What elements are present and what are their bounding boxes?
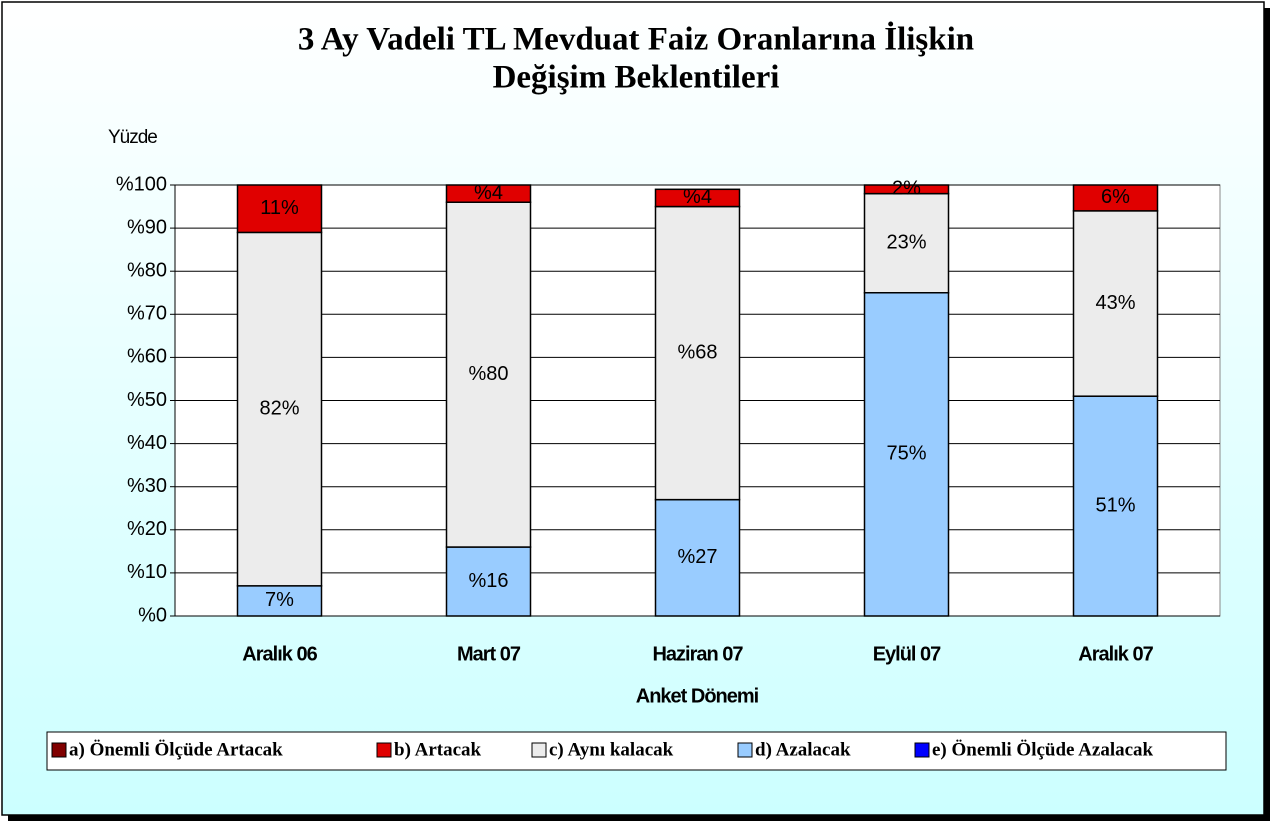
- data-label: 82%: [259, 397, 299, 419]
- bar-segment: [863, 192, 950, 294]
- legend-label: a) Önemli Ölçüde Artacak: [69, 739, 283, 760]
- y-tick-label: %30: [127, 475, 167, 497]
- y-tick-label: %60: [127, 346, 167, 368]
- chart-title: 3 Ay Vadeli TL Mevduat Faiz Oranlarına İ…: [298, 20, 974, 58]
- data-label: %68: [677, 341, 717, 363]
- legend-swatch: [914, 742, 930, 758]
- bar-segment: [654, 498, 741, 617]
- data-label: 2%: [892, 178, 921, 200]
- bar-segment: [445, 184, 532, 203]
- bar-segment: [654, 205, 741, 501]
- legend-label: e) Önemli Ölçüde Azalacak: [932, 739, 1154, 760]
- y-tick-label: %100: [116, 173, 167, 195]
- legend-swatch: [737, 742, 753, 758]
- bar-segment: [654, 188, 741, 208]
- legend-label: c) Aynı kalacak: [549, 739, 674, 760]
- data-label: %16: [468, 570, 508, 592]
- y-tick-label: %40: [127, 432, 167, 454]
- bar-segment: [236, 585, 323, 617]
- bar-segment: [445, 546, 532, 617]
- data-label: 23%: [886, 231, 926, 253]
- y-tick-label: %20: [127, 518, 167, 540]
- bar-segment: [1072, 395, 1159, 617]
- legend-swatch: [51, 742, 67, 758]
- data-label: %27: [677, 546, 717, 568]
- y-tick-label: %80: [127, 259, 167, 281]
- data-label: %80: [468, 363, 508, 385]
- data-label: 75%: [886, 443, 926, 465]
- y-tick-label: %90: [127, 216, 167, 238]
- data-label: 43%: [1095, 292, 1135, 314]
- y-tick-label: %50: [127, 389, 167, 411]
- data-label: 11%: [260, 197, 299, 219]
- y-tick-label: %0: [138, 604, 167, 626]
- x-tick-label: Eylül 07: [873, 643, 941, 665]
- data-label: 51%: [1095, 494, 1135, 516]
- bar-segment: [1072, 184, 1159, 212]
- legend-swatch: [376, 742, 392, 758]
- x-tick-label: Mart 07: [457, 643, 521, 665]
- legend-box: [46, 731, 1227, 771]
- data-label: %4: [474, 182, 503, 204]
- data-label: 6%: [1101, 186, 1130, 208]
- bar-segment: [236, 231, 323, 587]
- legend-swatch: [531, 742, 547, 758]
- x-tick-label: Haziran 07: [652, 643, 743, 665]
- bar-segment: [863, 292, 950, 617]
- y-tick-label: %70: [127, 303, 167, 325]
- bar-segment: [236, 184, 323, 234]
- bar-segment: [863, 184, 950, 195]
- data-label: %4: [683, 186, 712, 208]
- y-tick-label: %10: [127, 561, 167, 583]
- data-label: 7%: [265, 589, 294, 611]
- x-axis-label: Anket Dönemi: [636, 685, 759, 707]
- legend-label: b) Artacak: [394, 739, 482, 760]
- chart-subtitle: Değişim Beklentileri: [493, 60, 780, 96]
- legend-label: d) Azalacak: [755, 739, 851, 760]
- y-axis-label: Yüzde: [108, 127, 157, 148]
- x-tick-label: Aralık 06: [242, 643, 317, 665]
- bar-segment: [445, 201, 532, 548]
- bar-segment: [1072, 210, 1159, 397]
- x-tick-label: Aralık 07: [1078, 643, 1153, 665]
